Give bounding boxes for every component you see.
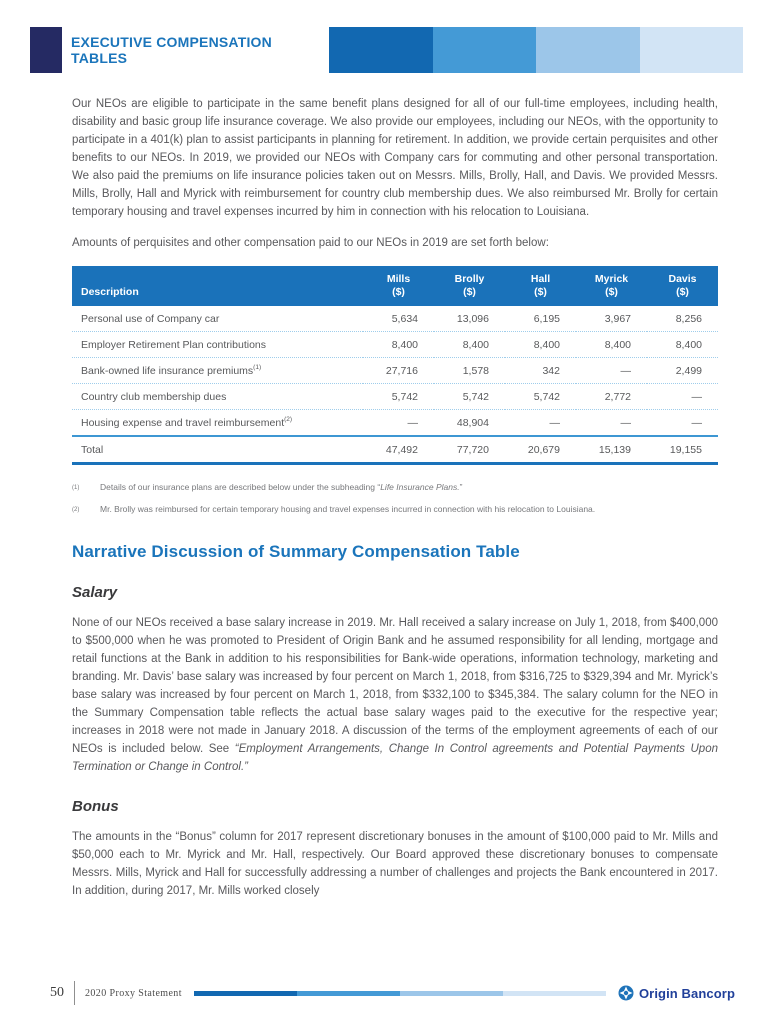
footnote-1-marker: (1) [72, 485, 80, 491]
row-value: 3,967 [576, 306, 647, 332]
row-value: 5,742 [363, 383, 434, 410]
compensation-table-head: Description Mills ($) Brolly ($) Hall ($) Myri… [72, 266, 718, 306]
page-header: EXECUTIVE COMPENSATION TABLES [30, 27, 743, 73]
row-value: — [576, 409, 647, 437]
footnote-1-text: Details of our insurance plans are descr… [100, 482, 463, 492]
row-value: 2,772 [576, 383, 647, 410]
row-label: Housing expense and travel reimbursement… [72, 409, 363, 437]
row-value: 8,400 [363, 331, 434, 358]
row-label: Employer Retirement Plan contributions [72, 331, 363, 358]
footer-color-band [193, 990, 606, 996]
footnote-2: (2) Mr. Brolly was reimbursed for certai… [72, 503, 718, 516]
row-value: 15,139 [576, 435, 647, 465]
page-title-line2: TABLES [71, 50, 128, 66]
row-value: 27,716 [363, 357, 434, 384]
origin-bancorp-logo: Origin Bancorp [618, 985, 735, 1001]
row-value: 8,400 [434, 331, 505, 358]
table-row: Country club membership dues 5,742 5,742 5,… [72, 383, 718, 410]
column-header-davis: Davis ($) [647, 266, 718, 306]
footnote-ref: (1) [253, 364, 262, 371]
row-value: 13,096 [434, 306, 505, 332]
row-value: 48,904 [434, 409, 505, 437]
footnote-ref: (2) [284, 416, 293, 423]
column-header-hall: Hall ($) [505, 266, 576, 306]
row-value: — [647, 383, 718, 410]
band-segment [432, 27, 536, 73]
row-label: Bank-owned life insurance premiums(1) [72, 357, 363, 384]
row-value: — [576, 357, 647, 384]
band-segment [502, 990, 606, 996]
row-value: 8,400 [576, 331, 647, 358]
table-row: Housing expense and travel reimbursement… [72, 409, 718, 437]
footnote-2-marker: (2) [72, 507, 80, 513]
footnote-1: (1) Details of our insurance plans are d… [72, 481, 718, 494]
compensation-table: Description Mills ($) Brolly ($) Hall ($) Myri… [72, 266, 718, 465]
band-segment [296, 990, 400, 996]
row-label: Country club membership dues [72, 383, 363, 410]
bonus-paragraph: The amounts in the “Bonus” column for 20… [72, 831, 718, 897]
column-header-description: Description [72, 266, 363, 306]
band-segment [536, 27, 640, 73]
page-number: 50 [50, 985, 64, 1000]
row-value: 19,155 [647, 435, 718, 465]
table-row: Employer Retirement Plan contributions 8,… [72, 331, 718, 358]
row-value: 47,492 [363, 435, 434, 465]
intro-paragraph: Our NEOs are eligible to participate in … [72, 98, 718, 218]
row-value: — [363, 409, 434, 437]
narrative-discussion-heading: Narrative Discussion of Summary Compensa… [72, 542, 520, 561]
row-label: Total [72, 435, 363, 465]
table-row: Personal use of Company car 5,634 13,096 6,… [72, 306, 718, 332]
row-value: 2,499 [647, 357, 718, 384]
row-value: 20,679 [505, 435, 576, 465]
row-value: 342 [505, 357, 576, 384]
row-value: 8,400 [647, 331, 718, 358]
column-header-myrick: Myrick ($) [576, 266, 647, 306]
origin-bancorp-logo-text: Origin Bancorp [638, 985, 735, 1001]
row-value: 1,578 [434, 357, 505, 384]
row-value: 5,634 [363, 306, 434, 332]
row-value: — [505, 409, 576, 437]
comp-table-body: Personal use of Company car 5,634 13,096 6,… [72, 306, 718, 465]
row-value: 77,720 [434, 435, 505, 465]
band-segment [639, 27, 743, 73]
bonus-heading: Bonus [72, 798, 119, 815]
row-value: 5,742 [434, 383, 505, 410]
row-label: Personal use of Company car [72, 306, 363, 332]
page-content: Our NEOs are eligible to participate in … [72, 95, 718, 900]
band-segment [193, 990, 297, 996]
table-row: Bank-owned life insurance premiums(1) 27,… [72, 357, 718, 384]
row-value: 8,256 [647, 306, 718, 332]
salary-heading: Salary [72, 584, 118, 601]
row-value: 5,742 [505, 383, 576, 410]
row-value: 8,400 [505, 331, 576, 358]
table-intro-paragraph: Amounts of perquisites and other compens… [72, 237, 549, 249]
row-value: 6,195 [505, 306, 576, 332]
origin-bancorp-logo-icon [618, 985, 634, 1001]
footnote-2-text: Mr. Brolly was reimbursed for certain te… [100, 504, 596, 514]
footer-doc-title: 2020 Proxy Statement [85, 987, 182, 999]
band-segment [329, 27, 433, 73]
band-segment [399, 990, 503, 996]
page-title: EXECUTIVE COMPENSATION TABLES [71, 27, 329, 73]
salary-paragraph: None of our NEOs received a base salary … [72, 617, 718, 773]
header-accent-square [30, 27, 62, 73]
row-value: — [647, 409, 718, 437]
table-row-total: Total 47,492 77,720 20,679 15,139 19,155 [72, 435, 718, 465]
column-header-brolly: Brolly ($) [434, 266, 505, 306]
header-color-band [329, 27, 743, 73]
column-header-mills: Mills ($) [363, 266, 434, 306]
comp-table-header-row: Description Mills ($) Brolly ($) Hall ($) Myri… [72, 266, 718, 306]
table-footnotes: (1) Details of our insurance plans are d… [72, 481, 718, 516]
page-title-line1: EXECUTIVE COMPENSATION [71, 33, 272, 50]
footer-divider [74, 981, 75, 1005]
page-footer: 50 2020 Proxy Statement Origin Bancorp [50, 977, 735, 1009]
